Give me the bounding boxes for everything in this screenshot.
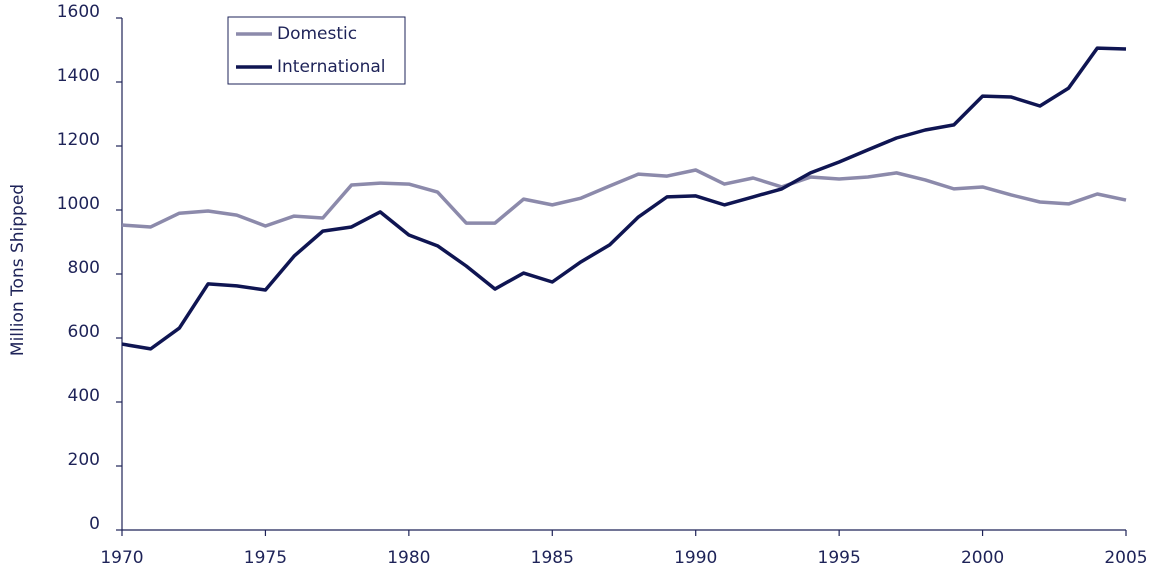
y-tick-label: 800 [68, 258, 100, 278]
legend-label: International [277, 57, 386, 77]
x-tick-label: 2000 [961, 548, 1004, 568]
line-series [121, 46, 1127, 351]
y-tick-label: 1200 [57, 130, 100, 150]
y-axis-label: Million Tons Shipped [8, 184, 28, 356]
y-tick-label: 1000 [57, 194, 100, 214]
y-tick-label: 400 [68, 386, 100, 406]
y-tick-label: 1600 [57, 2, 100, 22]
x-tick-label: 1985 [531, 548, 574, 568]
y-tick-label: 600 [68, 322, 100, 342]
x-tick-label: 1995 [818, 548, 861, 568]
x-tick-label: 1975 [244, 548, 287, 568]
line-series [121, 168, 1127, 229]
x-tick-label: 2005 [1104, 548, 1147, 568]
x-tick-label: 1990 [674, 548, 717, 568]
y-tick-label: 200 [68, 450, 100, 470]
legend-box [227, 16, 406, 85]
y-tick-label: 0 [89, 514, 100, 534]
legend-label: Domestic [277, 24, 357, 44]
x-tick-label: 1980 [387, 548, 430, 568]
y-tick-label: 1400 [57, 66, 100, 86]
x-tick-label: 1970 [100, 548, 143, 568]
